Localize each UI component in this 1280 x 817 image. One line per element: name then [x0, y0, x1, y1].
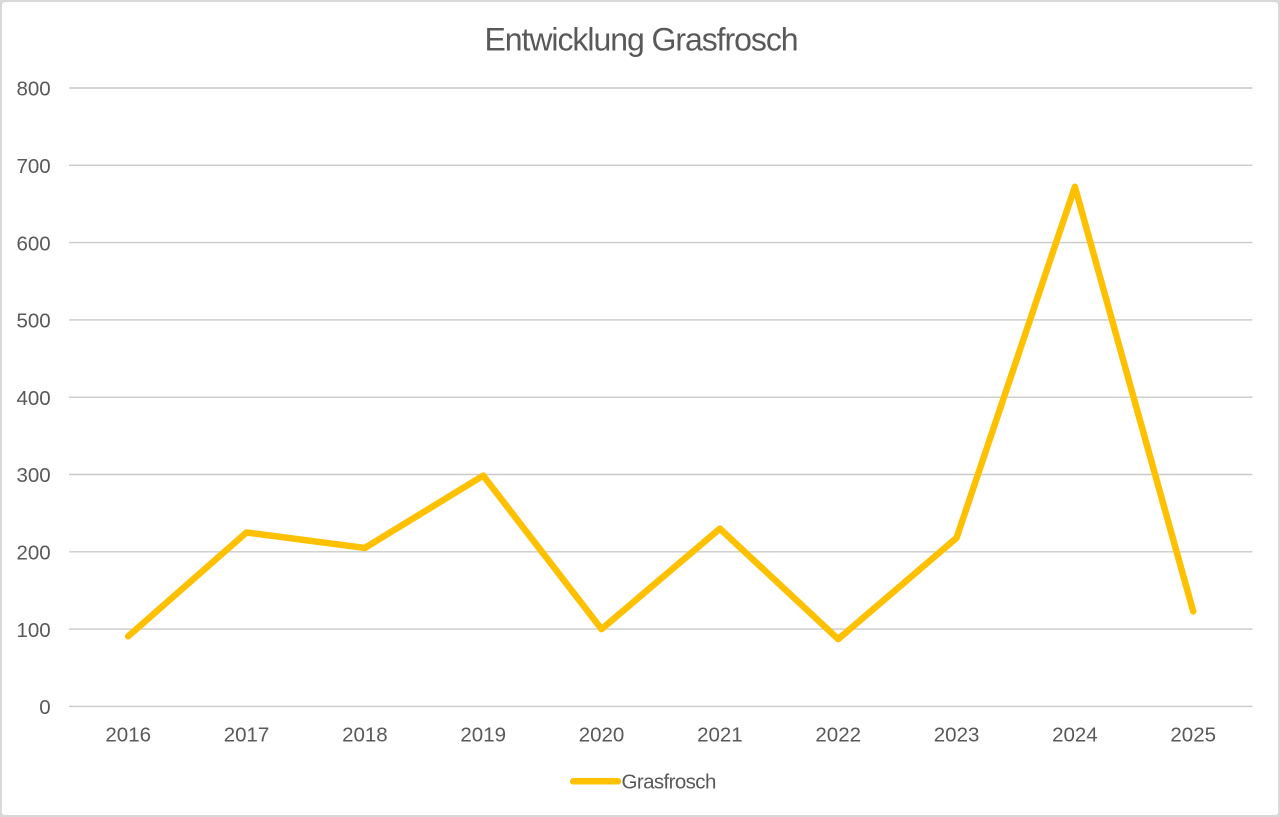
svg-text:0: 0 [39, 696, 50, 719]
svg-text:2021: 2021 [697, 723, 743, 746]
svg-text:600: 600 [16, 232, 50, 255]
svg-text:500: 500 [16, 310, 50, 333]
svg-text:200: 200 [16, 542, 50, 565]
svg-text:2020: 2020 [579, 723, 625, 746]
svg-text:2019: 2019 [460, 723, 506, 746]
svg-text:Entwicklung Grasfrosch: Entwicklung Grasfrosch [484, 22, 797, 58]
svg-text:300: 300 [16, 464, 50, 487]
svg-text:2025: 2025 [1170, 723, 1216, 746]
svg-text:2024: 2024 [1052, 723, 1098, 746]
svg-text:800: 800 [16, 78, 50, 101]
svg-text:700: 700 [16, 155, 50, 178]
svg-text:2023: 2023 [934, 723, 980, 746]
svg-text:100: 100 [16, 619, 50, 642]
svg-text:2022: 2022 [815, 723, 861, 746]
svg-text:2017: 2017 [224, 723, 270, 746]
svg-text:Grasfrosch: Grasfrosch [622, 771, 716, 794]
svg-text:2016: 2016 [105, 723, 151, 746]
svg-text:400: 400 [16, 387, 50, 410]
svg-text:2018: 2018 [342, 723, 388, 746]
